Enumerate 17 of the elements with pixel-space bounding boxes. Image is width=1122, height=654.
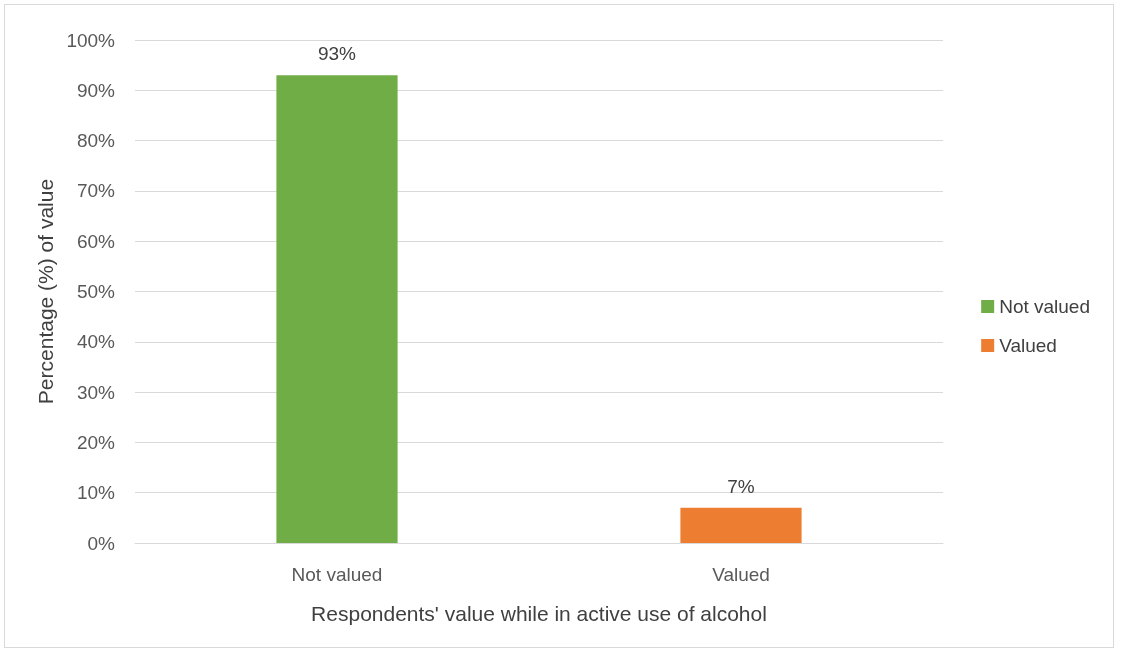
legend-label: Not valued <box>999 296 1091 317</box>
y-tick-label: 100% <box>66 29 116 51</box>
y-axis-title: Percentage (%) of value <box>33 178 57 405</box>
y-tick-label: 0% <box>87 532 116 554</box>
data-label: 7% <box>727 475 755 497</box>
y-tick-label: 20% <box>76 431 116 453</box>
legend-label: Valued <box>999 335 1057 356</box>
y-tick-label: 80% <box>76 130 116 152</box>
y-tick-label: 90% <box>76 79 116 101</box>
y-tick-label: 50% <box>76 281 116 302</box>
x-axis-title: Respondents' value while in active use of alcohol <box>311 602 767 625</box>
y-tick-label: 70% <box>76 180 116 202</box>
y-tick-label: 10% <box>76 482 116 504</box>
y-tick-label: 60% <box>76 230 116 252</box>
data-label: 93% <box>317 43 357 65</box>
y-tick-label: 40% <box>76 331 116 353</box>
y-tick-label: 30% <box>76 381 116 403</box>
